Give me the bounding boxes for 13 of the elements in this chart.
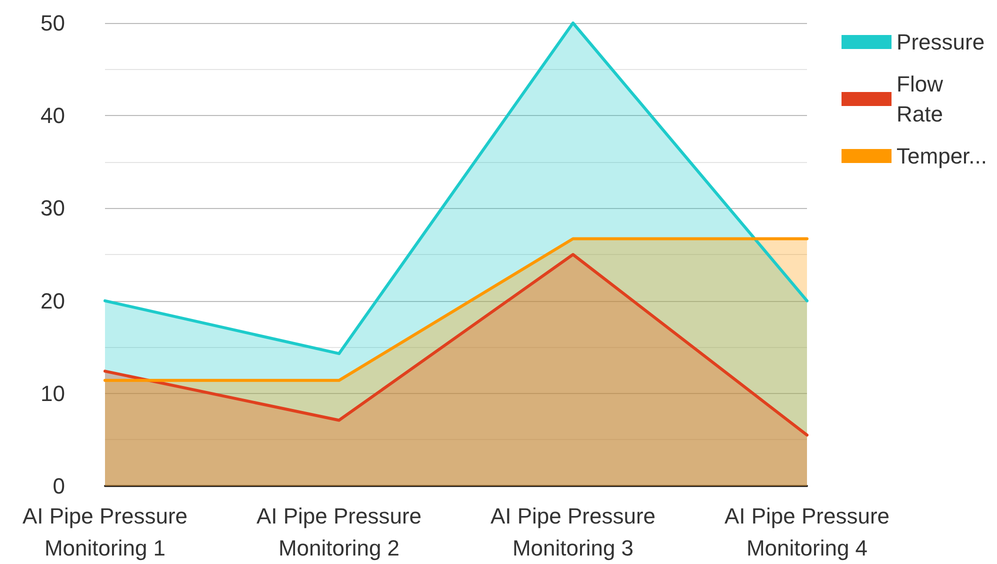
legend-label: Pressure [896,30,985,54]
y-tick-label: 30 [40,196,65,221]
y-tick-label: 10 [40,380,65,406]
y-tick-label: 50 [40,10,65,36]
y-tick-label: 20 [40,288,65,314]
x-tick-label: AI Pipe Pressure Monitoring 2 [256,504,422,560]
x-tick-label: AI Pipe Pressure Monitoring 4 [724,504,890,560]
y-tick-label: 0 [52,474,65,498]
y-tick-label: 40 [40,103,65,128]
legend-label: Flow Rate [896,72,944,126]
x-tick-label: AI Pipe Pressure Monitoring 1 [22,504,188,560]
legend-label: Temper... [896,144,988,168]
x-tick-label: AI Pipe Pressure Monitoring 3 [490,504,656,560]
